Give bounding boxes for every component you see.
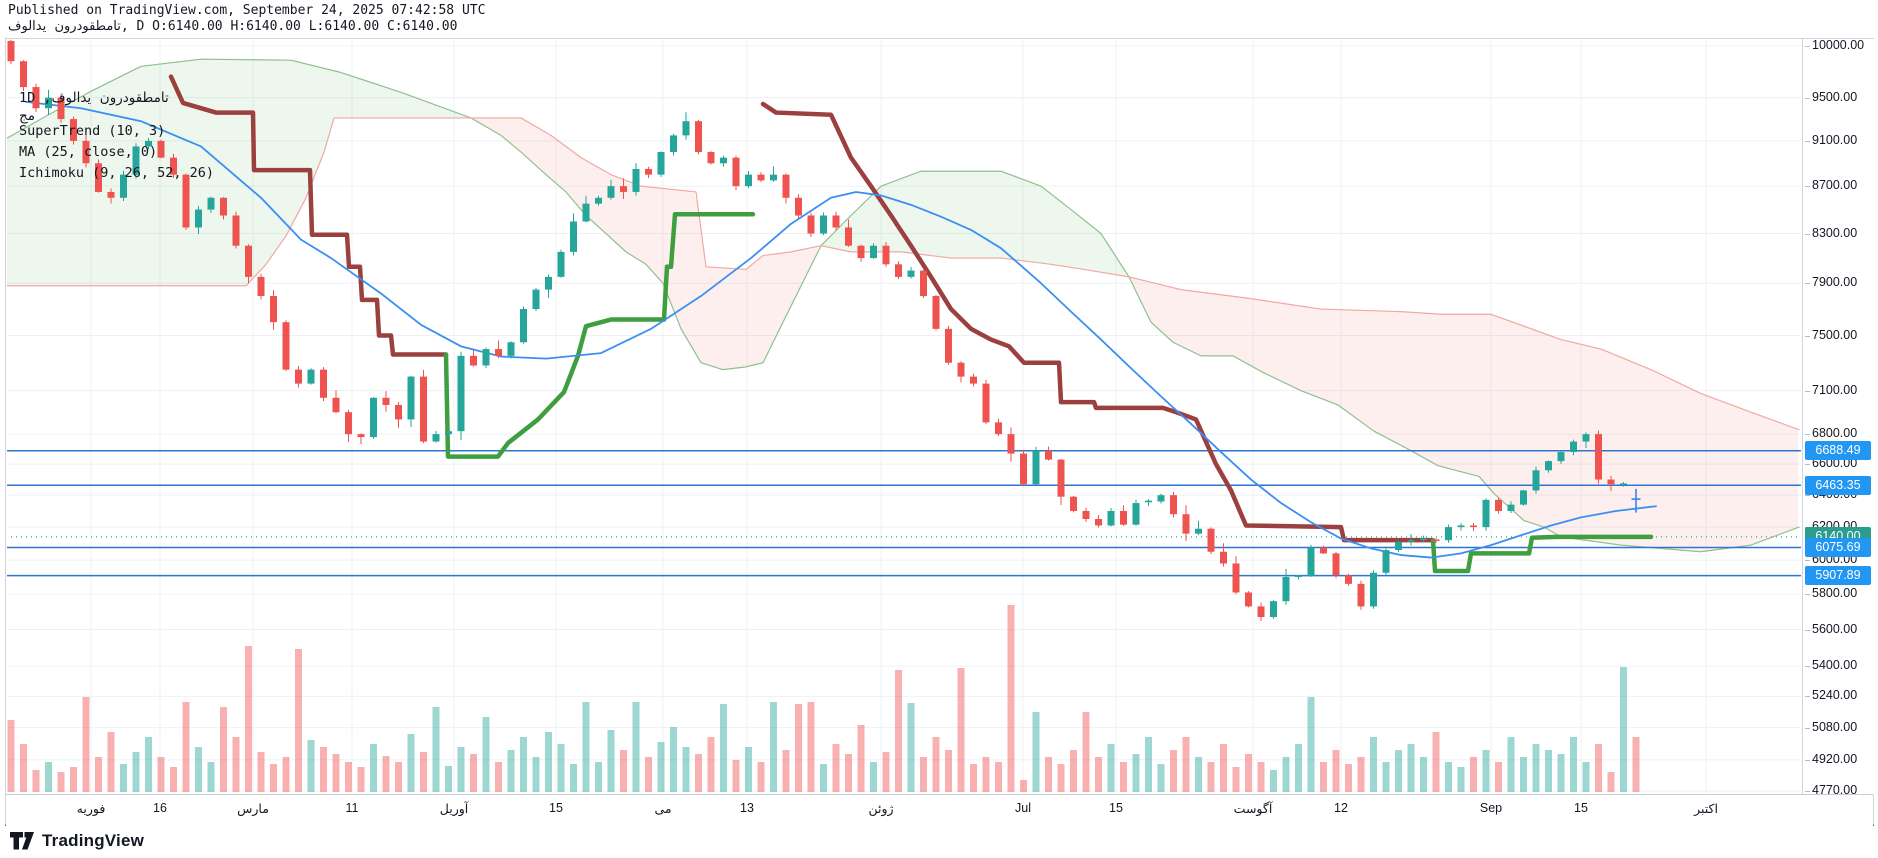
time-label-14: 15	[1574, 801, 1588, 815]
time-label-0: فوريه	[76, 801, 106, 816]
published-line: Published on TradingView.com, September …	[8, 3, 486, 18]
price-badge-5907.89: 5907.89	[1805, 566, 1871, 586]
price-tick-8300.00: 8300.00	[1804, 225, 1858, 240]
chart-canvas[interactable]	[6, 39, 1802, 794]
time-label-2: مارس	[237, 801, 269, 816]
tradingview-brand-text: TradingView	[42, 831, 145, 850]
legend-symbol-row[interactable]: 1D ,تامطقودرون يدالوف	[19, 90, 169, 106]
price-tick-5600.00: 5600.00	[1804, 621, 1858, 636]
legend-exchange[interactable]: مج	[19, 108, 35, 124]
ohlc-values: , D O:6140.00 H:6140.00 L:6140.00 C:6140…	[120, 19, 458, 34]
price-tick-4920.00: 4920.00	[1804, 751, 1858, 766]
time-label-8: ژوئن	[868, 801, 894, 816]
time-label-6: می	[654, 801, 672, 816]
price-tick-10000.00: 10000.00	[1804, 38, 1865, 52]
price-axis[interactable]	[1802, 39, 1874, 794]
tradingview-logo[interactable]: TradingView	[10, 831, 144, 851]
legend-indicator-supertrend[interactable]: SuperTrend (10, 3)	[19, 123, 166, 139]
price-tick-7500.00: 7500.00	[1804, 327, 1858, 342]
time-label-5: 15	[549, 801, 563, 815]
price-tick-4770.00: 4770.00	[1804, 782, 1858, 797]
time-label-11: آگوست	[1233, 801, 1273, 816]
time-label-7: 13	[740, 801, 754, 815]
time-label-3: 11	[345, 801, 359, 815]
price-tick-5080.00: 5080.00	[1804, 719, 1858, 734]
price-badge-6075.69: 6075.69	[1805, 537, 1871, 557]
symbol-ohlc-line: تامطقودرون يدالوف, D O:6140.00 H:6140.00…	[8, 19, 457, 34]
legend-indicator-ichimoku[interactable]: Ichimoku (9, 26, 52, 26)	[19, 165, 215, 181]
tradingview-brand-icon	[10, 832, 34, 850]
time-label-13: Sep	[1479, 801, 1503, 815]
price-tick-9500.00: 9500.00	[1804, 89, 1858, 104]
legend-timeframe: 1D ,	[19, 90, 52, 106]
price-tick-5400.00: 5400.00	[1804, 658, 1858, 673]
legend-indicator-ma[interactable]: MA (25, close, 0)	[19, 144, 158, 160]
price-tick-5240.00: 5240.00	[1804, 688, 1858, 703]
chart-window: 1D ,تامطقودرون يدالوف مج SuperTrend (10,…	[5, 38, 1874, 826]
time-label-15: اکتبر	[1694, 801, 1718, 816]
time-axis[interactable]	[6, 794, 1873, 826]
price-tick-7100.00: 7100.00	[1804, 382, 1858, 397]
price-badge-6463.35: 6463.35	[1805, 475, 1871, 495]
time-label-4: آوريل	[439, 801, 469, 816]
price-tick-9100.00: 9100.00	[1804, 132, 1858, 147]
time-label-12: 12	[1334, 801, 1348, 815]
time-label-9: Jul	[1015, 801, 1031, 815]
symbol-name: تامطقودرون يدالوف	[8, 19, 121, 34]
price-tick-8700.00: 8700.00	[1804, 178, 1858, 193]
price-badge-6688.49: 6688.49	[1805, 441, 1871, 461]
price-tick-5800.00: 5800.00	[1804, 586, 1858, 601]
price-tick-7900.00: 7900.00	[1804, 275, 1858, 290]
legend-symbol-name: تامطقودرون يدالوف	[51, 90, 169, 106]
price-tick-6800.00: 6800.00	[1804, 426, 1858, 441]
time-label-10: 15	[1109, 801, 1123, 815]
time-label-1: 16	[153, 801, 167, 815]
